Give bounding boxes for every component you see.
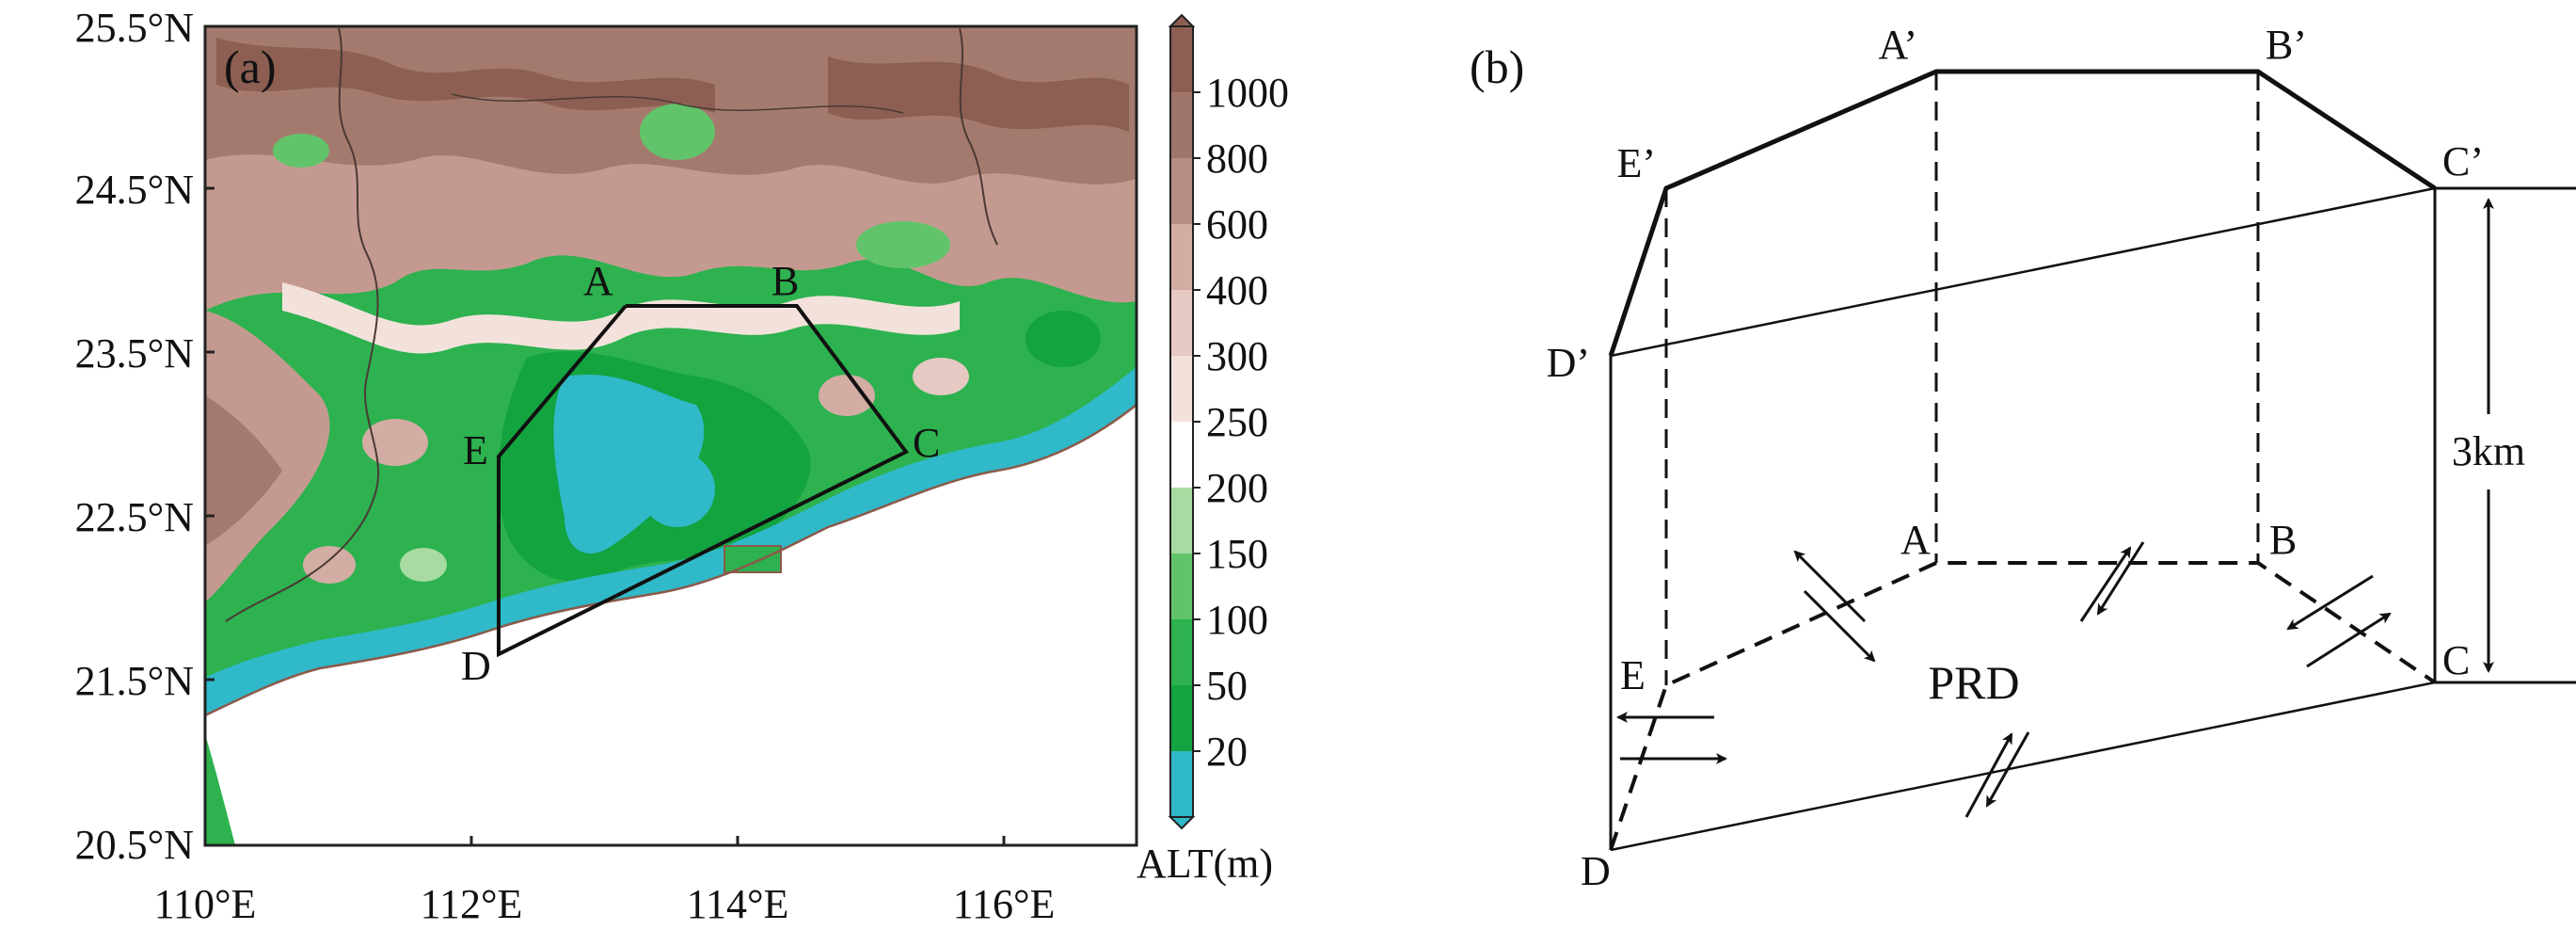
- bottom-point-e: E: [1620, 652, 1646, 698]
- top-point-b: B’: [2266, 22, 2307, 68]
- colorbar: 1000 800 600 400 300 250 200 150 100 50 20 ALT(m): [1137, 13, 1289, 887]
- colorbar-level-label: 300: [1206, 333, 1268, 379]
- top-point-d: D’: [1547, 340, 1590, 386]
- flow-arrows-de: [1616, 712, 1727, 764]
- panel-a-label: (a): [224, 40, 277, 93]
- top-edge-d-c: [1610, 186, 2436, 358]
- bottom-point-a: A: [1900, 517, 1931, 563]
- x-tick-label: 114°E: [687, 881, 789, 927]
- x-axis: 110°E 112°E 114°E 116°E: [154, 836, 1056, 927]
- bottom-point-d: D: [1581, 848, 1611, 894]
- colorbar-swatch: [1170, 751, 1193, 818]
- bottom-point-c: C: [2442, 637, 2470, 683]
- map-point-b: B: [771, 258, 799, 304]
- colorbar-level-label: 250: [1206, 399, 1268, 445]
- bottom-edge-d-c: [1610, 681, 2436, 852]
- colorbar-bottom-arrow: [1168, 816, 1196, 830]
- x-tick-label: 110°E: [154, 881, 257, 927]
- prd-label: PRD: [1928, 656, 2019, 709]
- panel-b-label: (b): [1470, 40, 1524, 93]
- terrain-field: [205, 26, 1137, 845]
- bottom-outline: [1609, 561, 2437, 851]
- colorbar-swatch: [1170, 488, 1193, 554]
- colorbar-swatch: [1170, 158, 1193, 225]
- y-axis: 25.5°N 24.5°N 23.5°N 22.5°N 21.5°N 20.5°…: [75, 5, 215, 868]
- map-frame: [203, 24, 1138, 847]
- colorbar-level-label: 400: [1206, 267, 1268, 313]
- flow-arrows-bc: [2286, 574, 2392, 668]
- colorbar-level-label: 20: [1206, 729, 1248, 775]
- map-point-c: C: [913, 420, 940, 466]
- x-tick-label: 112°E: [421, 881, 523, 927]
- colorbar-swatch: [1170, 685, 1193, 752]
- y-tick-label: 24.5°N: [75, 167, 194, 213]
- colorbar-swatch: [1170, 224, 1193, 291]
- y-tick-label: 21.5°N: [75, 658, 194, 704]
- colorbar-unit: ALT(m): [1137, 841, 1273, 887]
- colorbar-swatch: [1170, 619, 1193, 686]
- flow-arrows-dc: [1964, 731, 2030, 818]
- top-point-e: E’: [1616, 140, 1656, 186]
- top-point-a: A’: [1878, 22, 1917, 68]
- x-tick-label: 116°E: [953, 881, 1056, 927]
- map-point-a: A: [583, 258, 613, 304]
- y-tick-label: 25.5°N: [75, 5, 194, 51]
- colorbar-swatch: [1170, 92, 1193, 159]
- y-tick-label: 23.5°N: [75, 330, 194, 377]
- y-tick-label: 22.5°N: [75, 494, 194, 540]
- flow-arrows-ea: [1793, 550, 1876, 663]
- colorbar-swatch: [1170, 356, 1193, 423]
- colorbar-top-arrow: [1168, 13, 1196, 27]
- panel-a-map: A B C D E (a) 25.5°N 24.5°N 23.5°N 22.5°…: [75, 5, 1289, 927]
- map-point-d: D: [461, 643, 491, 689]
- colorbar-level-label: 150: [1206, 531, 1268, 577]
- colorbar-swatch: [1170, 422, 1193, 489]
- y-tick-label: 20.5°N: [75, 822, 194, 868]
- colorbar-level-label: 50: [1206, 663, 1248, 709]
- top-point-c: C’: [2442, 138, 2484, 184]
- panel-b-schematic: (b) 3km: [1470, 22, 2576, 894]
- flow-arrows-ab: [2079, 541, 2145, 622]
- colorbar-level-label: 600: [1206, 201, 1268, 248]
- colorbar-swatch: [1170, 26, 1193, 93]
- region-polygon: [497, 304, 910, 658]
- height-label: 3km: [2452, 428, 2525, 474]
- colorbar-level-label: 800: [1206, 136, 1268, 182]
- map-point-e: E: [463, 427, 488, 473]
- bottom-point-b: B: [2269, 517, 2297, 563]
- colorbar-swatch: [1170, 553, 1193, 620]
- colorbar-level-label: 100: [1206, 597, 1268, 643]
- colorbar-level-label: 200: [1206, 465, 1268, 511]
- colorbar-swatch: [1170, 290, 1193, 357]
- colorbar-level-label: 1000: [1206, 70, 1289, 116]
